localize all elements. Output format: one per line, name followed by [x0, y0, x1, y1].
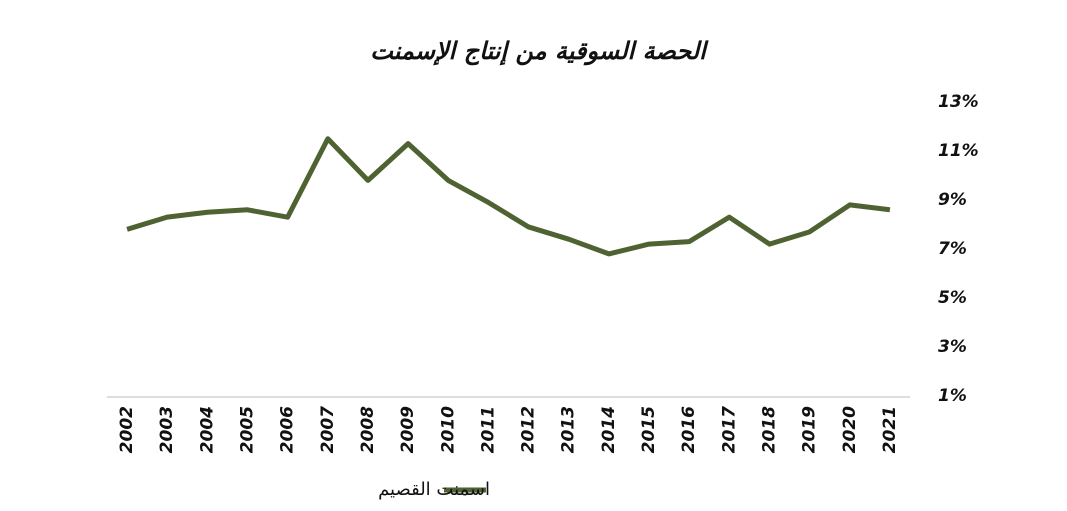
legend-label: اسمنت القصيم	[378, 479, 490, 500]
x-tick-label: 2004	[197, 406, 217, 453]
data-line	[126, 136, 891, 257]
y-tick-label: 1%	[938, 386, 967, 406]
x-tick-label: 2002	[117, 406, 137, 453]
x-tick-label: 2019	[800, 406, 820, 453]
y-tick-label: 9%	[938, 190, 967, 210]
y-tick-label: 3%	[938, 337, 967, 357]
x-tick-label: 2016	[679, 406, 699, 453]
x-tick-label: 2011	[478, 406, 498, 453]
y-tick-label: 11%	[938, 141, 979, 161]
x-tick-label: 2014	[599, 406, 619, 453]
x-tick-label: 2005	[238, 406, 258, 453]
x-tick-label: 2008	[358, 406, 378, 453]
x-tick-label: 2010	[438, 406, 458, 453]
x-tick-label: 2009	[398, 406, 418, 453]
x-tick-label: 2021	[880, 406, 900, 453]
x-tick-label: 2018	[759, 406, 779, 453]
x-tick-label: 2007	[318, 406, 338, 453]
x-tick-label: 2013	[559, 406, 579, 453]
x-tick-label: 2017	[719, 406, 739, 453]
x-tick-label: 2006	[278, 406, 298, 453]
x-tick-label: 2012	[519, 406, 539, 453]
x-tick-label: 2020	[840, 406, 860, 453]
chart-title: الحصة السوقية من إنتاج الإسمنت	[370, 37, 709, 66]
y-tick-label: 7%	[938, 239, 967, 259]
y-tick-label: 13%	[938, 92, 979, 112]
x-tick-label: 2015	[639, 406, 659, 453]
y-tick-label: 5%	[938, 288, 967, 308]
x-tick-label: 2003	[157, 406, 177, 453]
